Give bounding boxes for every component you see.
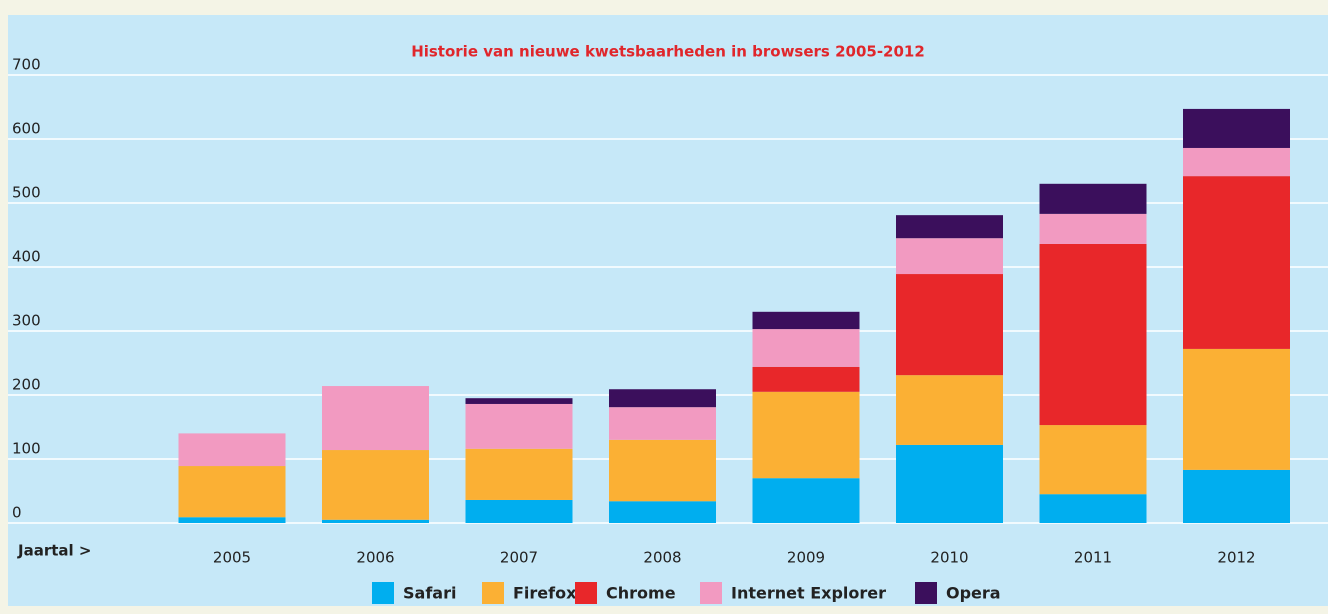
bar-segment — [1183, 108, 1290, 148]
legend-label: Internet Explorer — [731, 584, 886, 603]
legend-label: Chrome — [606, 584, 676, 603]
x-tick-label: 2012 — [1217, 549, 1255, 567]
x-tick-label: 2010 — [930, 549, 968, 567]
legend-swatch — [700, 582, 722, 604]
y-tick-label: 0 — [12, 504, 22, 522]
bar-segment — [752, 329, 860, 367]
bar-segment — [322, 519, 429, 523]
bar-segment — [1183, 176, 1290, 349]
bar-segment — [1039, 213, 1147, 244]
legend-swatch — [482, 582, 504, 604]
bar-segment — [1183, 469, 1290, 523]
x-tick-label: 2011 — [1074, 549, 1112, 567]
legend-label: Safari — [403, 584, 456, 603]
legend-label: Opera — [946, 584, 1001, 603]
x-tick-label: 2009 — [787, 549, 825, 567]
bar-segment — [465, 499, 573, 523]
x-tick-label: 2008 — [643, 549, 681, 567]
chart-title: Historie van nieuwe kwetsbaarheden in br… — [411, 43, 925, 61]
bar-segment — [178, 466, 286, 518]
y-tick-label: 100 — [12, 440, 41, 458]
bar-segment — [322, 450, 429, 520]
bar-segment — [752, 311, 860, 330]
y-tick-label: 700 — [12, 56, 41, 74]
bar-segment — [896, 215, 1003, 239]
bar-segment — [896, 238, 1003, 275]
x-tick-label: 2005 — [213, 549, 251, 567]
legend-label: Firefox — [513, 584, 577, 603]
bar-segment — [896, 274, 1003, 376]
x-axis-label: Jaartal > — [17, 542, 91, 560]
bar-segment — [322, 386, 429, 451]
bar-segment — [1039, 243, 1147, 426]
bar-segment — [1039, 425, 1147, 495]
bar-segment — [609, 501, 716, 523]
bar-segment — [1183, 348, 1290, 470]
y-tick-label: 200 — [12, 376, 41, 394]
y-tick-label: 400 — [12, 248, 41, 266]
bar-segment — [1039, 183, 1147, 214]
bar-segment — [896, 444, 1003, 523]
y-tick-label: 600 — [12, 120, 41, 138]
y-tick-label: 300 — [12, 312, 41, 330]
bar-segment — [1183, 147, 1290, 177]
bar-segment — [609, 407, 716, 440]
x-tick-label: 2006 — [356, 549, 394, 567]
legend-swatch — [915, 582, 937, 604]
bar-segment — [609, 389, 716, 408]
bar-segment — [1039, 494, 1147, 523]
bar-segment — [752, 478, 860, 523]
bar-segment — [178, 517, 286, 523]
legend-swatch — [575, 582, 597, 604]
x-tick-label: 2007 — [500, 549, 538, 567]
y-tick-label: 500 — [12, 184, 41, 202]
bar-segment — [465, 403, 573, 449]
bar-segment — [752, 366, 860, 392]
bar-segment — [465, 448, 573, 500]
bar-segment — [752, 391, 860, 479]
legend-swatch — [372, 582, 394, 604]
bar-segment — [178, 433, 286, 467]
bar-segment — [609, 439, 716, 502]
bar-segment — [465, 398, 573, 404]
bar-segment — [896, 375, 1003, 445]
